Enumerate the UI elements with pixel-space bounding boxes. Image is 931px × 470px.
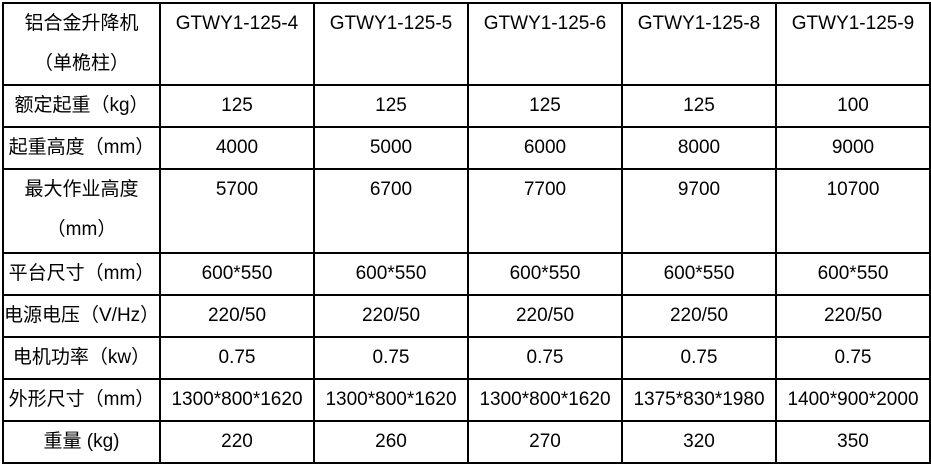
value-cell: 5700 <box>159 168 315 254</box>
row-label-line2: （mm） <box>46 219 117 240</box>
value-cell: 5000 <box>313 126 469 170</box>
row-label: 电机功率（kw） <box>2 336 161 380</box>
row-label: 最大作业高度 （mm） <box>2 168 161 254</box>
row-label: 起重高度（mm） <box>2 126 161 170</box>
value-cell: 125 <box>313 84 469 128</box>
value-cell: 320 <box>621 420 777 464</box>
value-cell: 8000 <box>621 126 777 170</box>
row-rated-load: 额定起重（kg） 125 125 125 125 100 <box>2 84 931 128</box>
value-cell: 220/50 <box>467 294 623 338</box>
row-lifting-height: 起重高度（mm） 4000 5000 6000 8000 9000 <box>2 126 931 170</box>
value-cell: 260 <box>313 420 469 464</box>
value-cell: 600*550 <box>467 252 623 296</box>
value-cell: 1400*900*2000 <box>775 378 931 422</box>
value-cell: 1375*830*1980 <box>621 378 777 422</box>
row-platform-size: 平台尺寸（mm） 600*550 600*550 600*550 600*550… <box>2 252 931 296</box>
value-cell: 0.75 <box>467 336 623 380</box>
value-cell: 0.75 <box>775 336 931 380</box>
value-cell: 1300*800*1620 <box>159 378 315 422</box>
value-cell: 6700 <box>313 168 469 254</box>
header-row: 铝合金升降机 （单桅柱） GTWY1-125-4 GTWY1-125-5 GTW… <box>2 2 931 86</box>
model-header-cell: GTWY1-125-6 <box>467 2 623 86</box>
value-cell: 220/50 <box>159 294 315 338</box>
row-label: 外形尺寸（mm） <box>2 378 161 422</box>
value-cell: 220/50 <box>775 294 931 338</box>
model-header-cell: GTWY1-125-9 <box>775 2 931 86</box>
value-cell: 10700 <box>775 168 931 254</box>
row-weight: 重量 (kg) 220 260 270 320 350 <box>2 420 931 464</box>
row-max-working-height: 最大作业高度 （mm） 5700 6700 7700 9700 10700 <box>2 168 931 254</box>
row-label: 额定起重（kg） <box>2 84 161 128</box>
value-cell: 4000 <box>159 126 315 170</box>
value-cell: 270 <box>467 420 623 464</box>
value-cell: 350 <box>775 420 931 464</box>
row-power-voltage: 电源电压（V/Hz） 220/50 220/50 220/50 220/50 2… <box>2 294 931 338</box>
value-cell: 1300*800*1620 <box>313 378 469 422</box>
product-name-line2: （单桅柱） <box>33 53 129 74</box>
value-cell: 125 <box>621 84 777 128</box>
row-label: 重量 (kg) <box>2 420 161 464</box>
row-overall-dimensions: 外形尺寸（mm） 1300*800*1620 1300*800*1620 130… <box>2 378 931 422</box>
product-name-line1: 铝合金升降机 <box>24 13 139 34</box>
model-header-cell: GTWY1-125-8 <box>621 2 777 86</box>
value-cell: 220 <box>159 420 315 464</box>
row-label: 平台尺寸（mm） <box>2 252 161 296</box>
value-cell: 7700 <box>467 168 623 254</box>
value-cell: 1300*800*1620 <box>467 378 623 422</box>
model-header-cell: GTWY1-125-4 <box>159 2 315 86</box>
value-cell: 600*550 <box>313 252 469 296</box>
value-cell: 220/50 <box>313 294 469 338</box>
value-cell: 125 <box>467 84 623 128</box>
value-cell: 100 <box>775 84 931 128</box>
value-cell: 125 <box>159 84 315 128</box>
value-cell: 9700 <box>621 168 777 254</box>
value-cell: 220/50 <box>621 294 777 338</box>
row-label-line1: 最大作业高度 <box>24 179 139 200</box>
model-header-cell: GTWY1-125-5 <box>313 2 469 86</box>
value-cell: 0.75 <box>313 336 469 380</box>
value-cell: 6000 <box>467 126 623 170</box>
value-cell: 0.75 <box>621 336 777 380</box>
value-cell: 600*550 <box>159 252 315 296</box>
row-label: 电源电压（V/Hz） <box>2 294 161 338</box>
product-name-cell: 铝合金升降机 （单桅柱） <box>2 2 161 86</box>
value-cell: 0.75 <box>159 336 315 380</box>
value-cell: 9000 <box>775 126 931 170</box>
row-motor-power: 电机功率（kw） 0.75 0.75 0.75 0.75 0.75 <box>2 336 931 380</box>
value-cell: 600*550 <box>775 252 931 296</box>
value-cell: 600*550 <box>621 252 777 296</box>
